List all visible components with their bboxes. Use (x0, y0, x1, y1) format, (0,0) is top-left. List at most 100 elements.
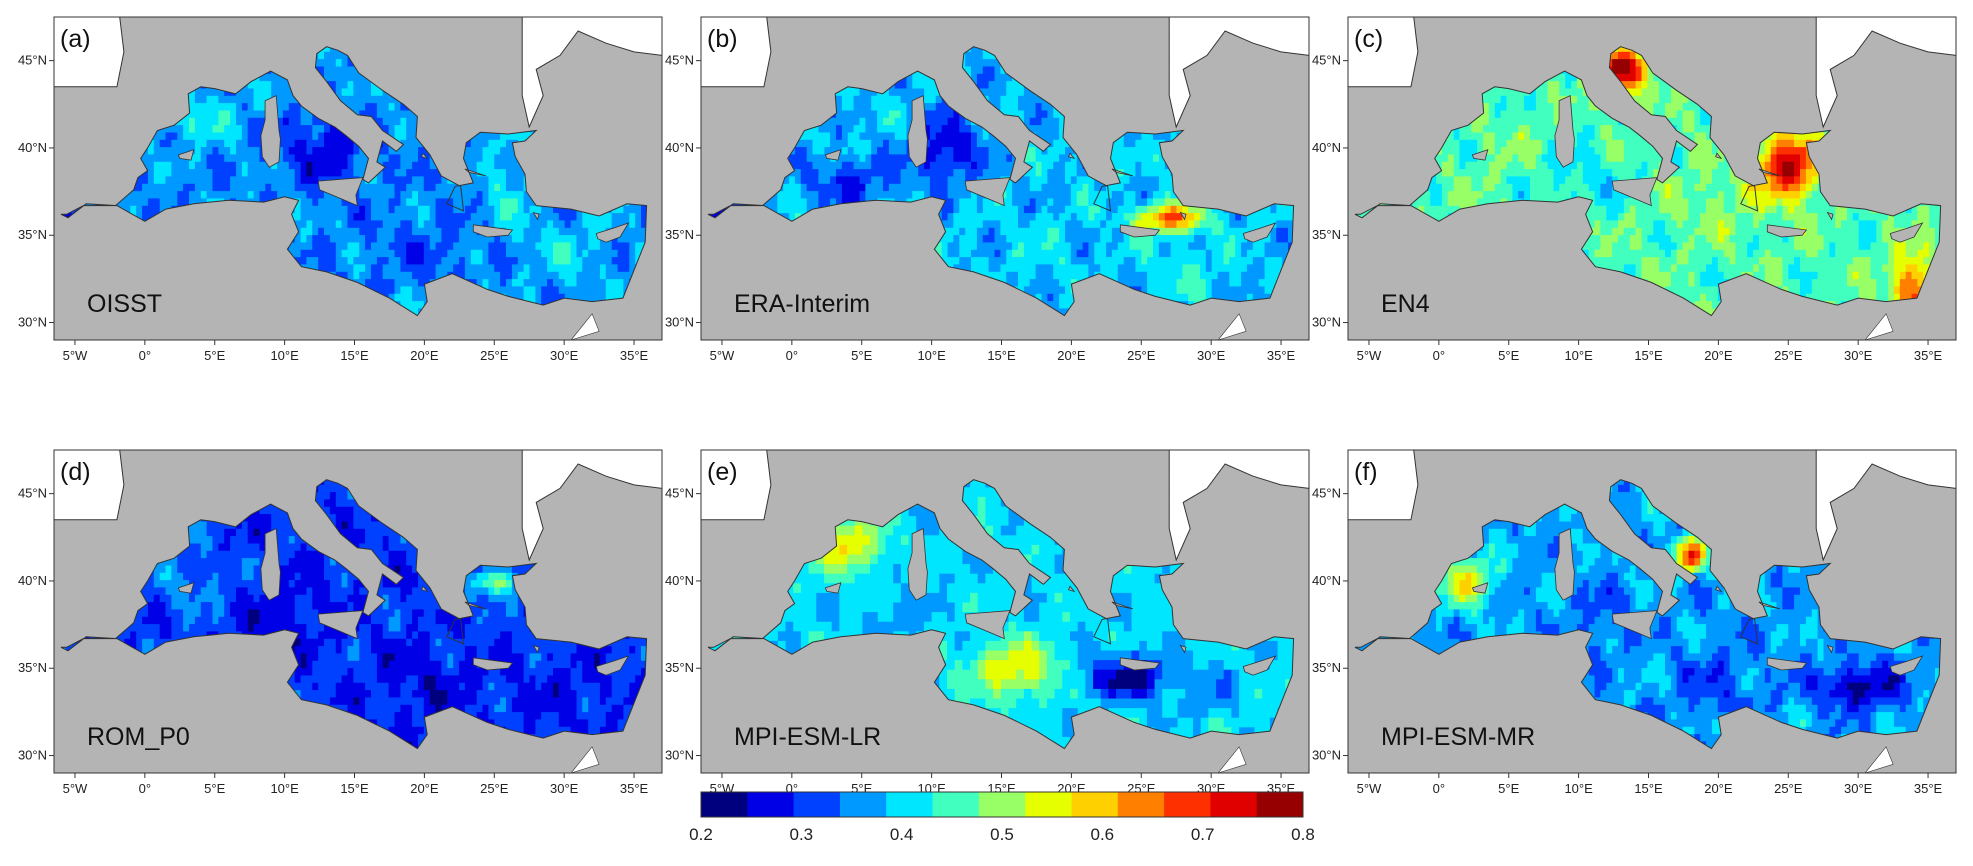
lat-tick-label: 45°N (1312, 486, 1341, 501)
lat-tick-label: 35°N (665, 660, 694, 675)
panel-label: (e) (707, 458, 738, 486)
colorbar-tick-label: 0.5 (990, 825, 1014, 844)
lat-tick-label: 35°N (18, 227, 47, 242)
lon-tick-label: 25°E (480, 348, 509, 363)
lon-tick-label: 5°W (710, 348, 735, 363)
lon-tick-label: 30°E (1844, 781, 1873, 796)
lat-tick-label: 35°N (1312, 660, 1341, 675)
dataset-name: ERA-Interim (734, 290, 870, 318)
panels-layer: 5°W 0° 5°E 10°E 15°E 20°E 25°E 30°E 35°E 30°N 35°N… (18, 17, 1956, 796)
lon-tick-label: 20°E (1704, 348, 1733, 363)
lon-tick-label: 15°E (987, 348, 1016, 363)
lon-tick-label: 30°E (1844, 348, 1873, 363)
colorbar-swatch (1210, 792, 1257, 817)
lon-tick-label: 30°E (550, 781, 579, 796)
lon-tick-label: 20°E (1057, 348, 1086, 363)
lat-tick-label: 30°N (1312, 748, 1341, 763)
lat-tick-label: 45°N (665, 53, 694, 68)
panel-label: (c) (1354, 25, 1383, 53)
lon-tick-label: 5°E (1498, 348, 1519, 363)
lat-tick-label: 40°N (665, 140, 694, 155)
lon-tick-label: 5°E (851, 348, 872, 363)
lon-tick-label: 10°E (1564, 781, 1593, 796)
lon-tick-label: 20°E (410, 348, 439, 363)
lon-tick-label: 25°E (1774, 348, 1803, 363)
colorbar-swatch (747, 792, 794, 817)
lat-tick-label: 45°N (18, 486, 47, 501)
colorbar-swatch (1072, 792, 1119, 817)
colorbar-swatch (1118, 792, 1165, 817)
colorbar-tick-label: 0.7 (1191, 825, 1215, 844)
lon-tick-label: 5°E (204, 781, 225, 796)
lat-tick-label: 35°N (1312, 227, 1341, 242)
colorbar-swatch (701, 792, 748, 817)
colorbar-tick-label: 0.2 (689, 825, 713, 844)
lat-tick-label: 30°N (665, 315, 694, 330)
lon-tick-label: 35°E (1914, 781, 1943, 796)
lon-tick-label: 0° (139, 781, 151, 796)
lon-tick-label: 35°E (620, 781, 649, 796)
lat-tick-label: 40°N (665, 573, 694, 588)
lat-tick-label: 35°N (665, 227, 694, 242)
colorbar-swatch (1025, 792, 1072, 817)
lon-tick-label: 30°E (1197, 348, 1226, 363)
dataset-name: MPI-ESM-LR (734, 723, 881, 751)
lat-tick-label: 45°N (665, 486, 694, 501)
lon-tick-label: 5°W (63, 348, 88, 363)
lat-tick-label: 30°N (18, 748, 47, 763)
map-panel: 5°W 0° 5°E 10°E 15°E 20°E 25°E 30°E 35°E 30°N 35°N… (665, 17, 1309, 363)
lat-tick-label: 45°N (1312, 53, 1341, 68)
lon-tick-label: 15°E (340, 781, 369, 796)
lon-tick-label: 25°E (480, 781, 509, 796)
lon-tick-label: 5°W (63, 781, 88, 796)
colorbar-tick-label: 0.8 (1291, 825, 1315, 844)
colorbar-tick-label: 0.6 (1091, 825, 1115, 844)
lon-tick-label: 10°E (270, 348, 299, 363)
lon-tick-label: 0° (1433, 781, 1445, 796)
map-panel: 5°W 0° 5°E 10°E 15°E 20°E 25°E 30°E 35°E 30°N 35°N… (1312, 17, 1956, 363)
lon-tick-label: 0° (786, 348, 798, 363)
lon-tick-label: 5°W (1357, 348, 1382, 363)
colorbar-swatch (1164, 792, 1211, 817)
lon-tick-label: 0° (139, 348, 151, 363)
lon-tick-label: 10°E (1564, 348, 1593, 363)
lat-tick-label: 35°N (18, 660, 47, 675)
lon-tick-label: 10°E (917, 348, 946, 363)
dataset-name: OISST (87, 290, 162, 318)
lat-tick-label: 40°N (1312, 573, 1341, 588)
colorbar-swatch (794, 792, 841, 817)
lon-tick-label: 35°E (1914, 348, 1943, 363)
lon-tick-label: 35°E (1267, 348, 1296, 363)
panel-label: (a) (60, 25, 91, 53)
lat-tick-label: 30°N (1312, 315, 1341, 330)
lat-tick-label: 40°N (18, 573, 47, 588)
colorbar-swatch (1257, 792, 1304, 817)
dataset-name: EN4 (1381, 290, 1430, 318)
lon-tick-label: 25°E (1774, 781, 1803, 796)
dataset-name: MPI-ESM-MR (1381, 723, 1535, 751)
colorbar-swatch (933, 792, 980, 817)
lon-tick-label: 20°E (410, 781, 439, 796)
lon-tick-label: 5°W (1357, 781, 1382, 796)
lon-tick-label: 25°E (1127, 348, 1156, 363)
lon-tick-label: 30°E (550, 348, 579, 363)
panel-label: (f) (1354, 458, 1378, 486)
lon-tick-label: 15°E (340, 348, 369, 363)
lon-tick-label: 35°E (620, 348, 649, 363)
lon-tick-label: 20°E (1704, 781, 1733, 796)
panel-label: (b) (707, 25, 738, 53)
colorbar-tick-label: 0.3 (790, 825, 814, 844)
lon-tick-label: 15°E (1634, 348, 1663, 363)
lon-tick-label: 0° (1433, 348, 1445, 363)
colorbar-swatch (979, 792, 1026, 817)
dataset-name: ROM_P0 (87, 723, 190, 751)
lat-tick-label: 30°N (665, 748, 694, 763)
colorbar-swatch (886, 792, 933, 817)
lat-tick-label: 40°N (1312, 140, 1341, 155)
lon-tick-label: 5°E (204, 348, 225, 363)
